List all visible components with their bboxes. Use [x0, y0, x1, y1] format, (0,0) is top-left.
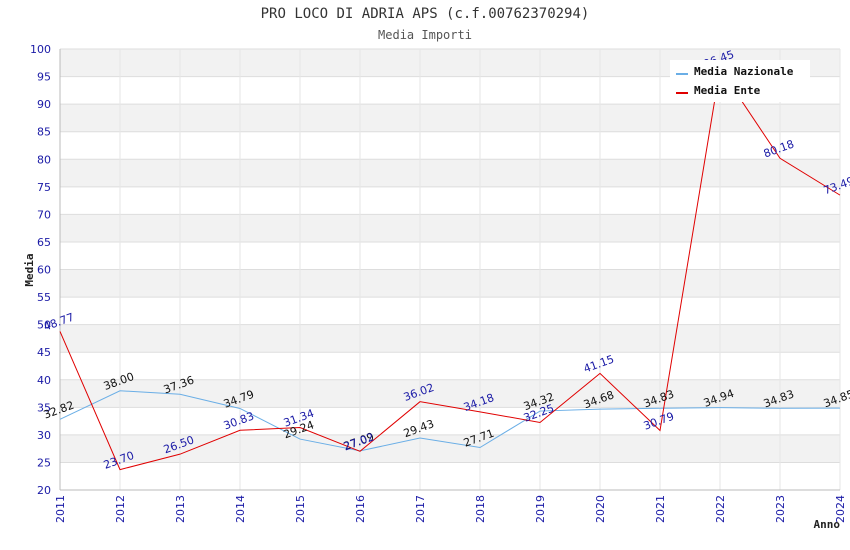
y-tick-label: 75	[37, 181, 51, 194]
y-tick-label: 100	[30, 43, 51, 56]
legend-entry: Media Ente	[694, 84, 761, 97]
x-tick-label: 2017	[414, 495, 427, 523]
grid-band	[60, 269, 840, 298]
x-tick-label: 2019	[534, 495, 547, 523]
x-tick-label: 2013	[174, 495, 187, 523]
grid-band	[60, 379, 840, 408]
y-tick-label: 35	[37, 401, 51, 414]
grid-band	[60, 159, 840, 187]
x-axis-label: Anno	[814, 518, 841, 531]
chart-subtitle: Media Importi	[378, 28, 472, 42]
x-tick-label: 2022	[714, 495, 727, 523]
y-tick-label: 45	[37, 346, 51, 359]
y-tick-label: 30	[37, 429, 51, 442]
x-tick-label: 2011	[54, 495, 67, 523]
y-tick-label: 25	[37, 456, 51, 469]
y-axis-label: Media	[23, 253, 36, 286]
y-tick-label: 85	[37, 126, 51, 139]
y-tick-label: 55	[37, 291, 51, 304]
x-tick-label: 2020	[594, 495, 607, 523]
y-tick-label: 40	[37, 374, 51, 387]
x-tick-label: 2016	[354, 495, 367, 523]
series-line-media-nazionale	[59, 390, 841, 452]
y-tick-label: 50	[37, 319, 51, 332]
legend: Media Nazionale Media Ente	[670, 60, 810, 102]
x-tick-label: 2014	[234, 495, 247, 523]
y-axis-ticks: 20 25 30 35 40 45 50 55 60 65 70 75 80 85 90 95 100	[30, 43, 51, 497]
y-tick-label: 65	[37, 236, 51, 249]
legend-box	[670, 60, 810, 102]
y-tick-label: 95	[37, 71, 51, 84]
series-line-media-ente	[59, 67, 841, 471]
x-tick-label: 2024	[834, 495, 847, 523]
chart-title: PRO LOCO DI ADRIA APS (c.f.00762370294)	[261, 6, 590, 22]
x-tick-label: 2012	[114, 495, 127, 523]
grid-band	[60, 104, 840, 132]
x-tick-label: 2021	[654, 495, 667, 523]
grid-band	[60, 434, 840, 463]
y-tick-label: 60	[37, 264, 51, 277]
x-tick-label: 2018	[474, 495, 487, 523]
y-tick-label: 70	[37, 208, 51, 221]
series-lines	[59, 67, 841, 471]
x-tick-label: 2023	[774, 495, 787, 523]
x-axis-ticks: 2011 2012 2013 2014 2015 2016 2017 2018 2019 2020…	[54, 495, 847, 523]
legend-entry: Media Nazionale	[694, 65, 794, 78]
grid-band	[60, 214, 840, 242]
grid-band	[60, 324, 840, 353]
y-tick-label: 80	[37, 153, 51, 166]
y-tick-label: 90	[37, 98, 51, 111]
x-tick-label: 2015	[294, 495, 307, 523]
y-tick-label: 20	[37, 484, 51, 497]
